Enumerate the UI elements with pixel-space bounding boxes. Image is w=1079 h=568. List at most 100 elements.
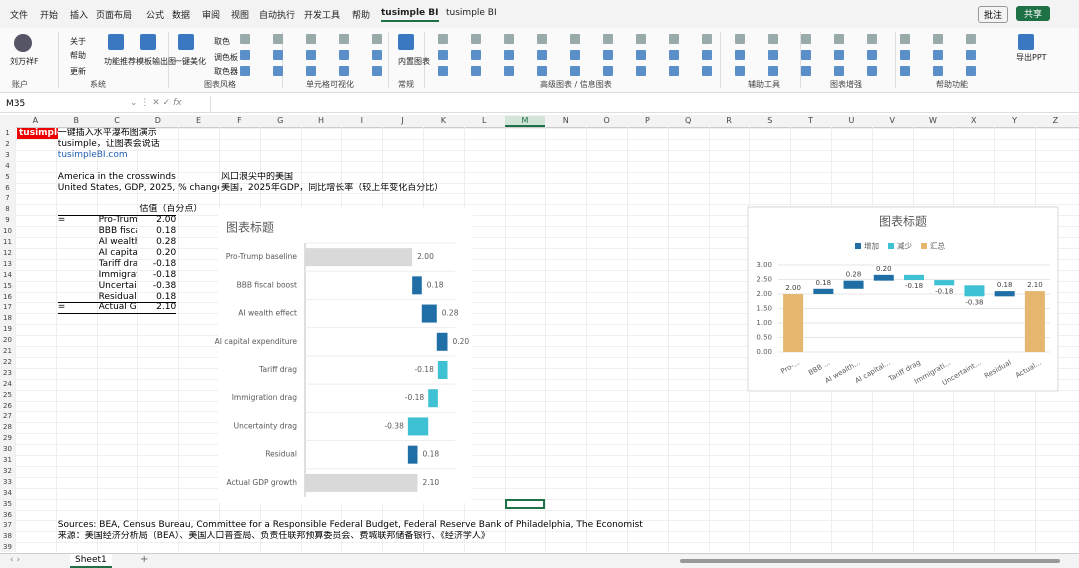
ribbon-icon	[900, 34, 910, 44]
column-gridline	[667, 127, 669, 552]
ribbon-icon	[735, 50, 745, 60]
row-gridline	[15, 487, 1079, 489]
row-header: 27	[3, 412, 12, 421]
row-header: 35	[3, 499, 12, 508]
ribbon-icon	[702, 66, 712, 76]
row-header: 18	[3, 314, 12, 323]
column-header: B	[73, 116, 79, 125]
row-header: 10	[3, 227, 12, 236]
column-header: O	[603, 116, 610, 125]
cell: 估值（百分点）	[139, 204, 203, 215]
ribbon-icon	[636, 50, 646, 60]
menu-tab[interactable]: 开发工具	[304, 11, 341, 21]
name-box[interactable]: M35	[6, 99, 26, 109]
menu-tab[interactable]: 审阅	[202, 11, 221, 21]
ribbon-button[interactable]: 刘万祥F	[10, 57, 39, 66]
row-header: 23	[3, 368, 12, 377]
cell: tusimple	[17, 128, 58, 139]
ribbon-button[interactable]: 一键美化	[174, 57, 206, 66]
data-label: 0.18	[427, 280, 444, 289]
cell: Immigration drag	[98, 269, 138, 280]
ribbon-icon	[636, 34, 646, 44]
row-gridline	[15, 247, 1079, 249]
row-gridline	[15, 335, 1079, 337]
bar	[412, 276, 422, 295]
ribbon-group-label: 账户	[12, 80, 28, 89]
category-label: Uncertainty drag	[234, 421, 298, 430]
bar	[964, 285, 985, 297]
ribbon-icon	[768, 50, 778, 60]
ribbon-button[interactable]: 取色	[214, 37, 230, 46]
cell: Sources: BEA, Census Bureau, Committee f…	[57, 520, 643, 531]
ribbon-icon	[801, 50, 811, 60]
ribbon-button[interactable]: 更新	[70, 67, 86, 76]
sheet-tab[interactable]: Sheet1	[70, 554, 112, 568]
row-gridline	[15, 367, 1079, 369]
share-button[interactable]: 共享	[1016, 6, 1051, 21]
row-gridline	[15, 378, 1079, 380]
ribbon-button[interactable]: 调色板	[214, 53, 238, 62]
menu-tab[interactable]: tusimple BI	[446, 8, 497, 18]
ribbon-icon	[801, 66, 811, 76]
menu-tab[interactable]: 数据	[172, 11, 191, 21]
column-header: N	[562, 116, 569, 125]
menu-tab[interactable]: 帮助	[352, 11, 371, 21]
row-header: 30	[3, 445, 12, 454]
chart-title: 图表标题	[879, 215, 927, 229]
ribbon-button[interactable]: 帮助	[70, 51, 86, 60]
menu-tab[interactable]: tusimple BI	[381, 8, 439, 22]
ribbon-icon	[438, 66, 448, 76]
ribbon-button[interactable]: 关于	[70, 37, 86, 46]
row-gridline	[15, 128, 1079, 129]
row-gridline	[15, 476, 1079, 478]
ribbon-icon	[570, 66, 580, 76]
menu-tab[interactable]: 视图	[231, 11, 250, 21]
category-label: Tariff drag	[258, 365, 297, 374]
ribbon-button[interactable]: 取色器	[214, 67, 238, 76]
ribbon-icon	[438, 50, 448, 60]
menu-tab[interactable]: 自动执行	[259, 11, 296, 21]
selected-cell	[504, 498, 546, 510]
bar	[934, 280, 955, 286]
cell: Tariff drag	[98, 258, 138, 269]
row-gridline	[15, 455, 1079, 456]
legend-label: 减少	[897, 241, 912, 251]
group-separator	[895, 32, 896, 88]
comment-button[interactable]: 批注	[978, 6, 1009, 23]
row-gridline	[15, 433, 1079, 435]
row-gridline	[15, 182, 1079, 184]
row-gridline	[15, 324, 1079, 326]
ribbon-group-label: 图表风格	[204, 80, 236, 89]
row-header: 20	[3, 336, 12, 345]
menu-tab[interactable]: 公式	[146, 11, 165, 21]
bar	[1024, 291, 1045, 352]
column-gridline	[504, 127, 506, 552]
data-label: -0.18	[935, 287, 953, 295]
ribbon-button[interactable]: 功能推荐	[104, 57, 136, 66]
cell: 0.18	[156, 226, 177, 237]
group-separator	[800, 32, 801, 88]
ribbon-button[interactable]: 内置图表	[398, 57, 430, 66]
category-label: Actual GDP growth	[227, 478, 298, 487]
ribbon-icon	[735, 66, 745, 76]
menu-tab[interactable]: 页面布局	[96, 11, 133, 21]
row-header: 5	[5, 172, 10, 181]
y-tick-label: 2.00	[756, 290, 772, 298]
column-gridline	[627, 127, 628, 552]
ribbon-button[interactable]: 模板输出图	[136, 57, 176, 66]
bar	[437, 361, 448, 379]
ribbon-icon	[240, 66, 250, 76]
add-sheet[interactable]: +	[140, 554, 149, 565]
cell: 2.10	[156, 302, 177, 313]
column-header: M	[504, 116, 546, 127]
row-header: 33	[3, 477, 12, 486]
row-gridline	[15, 193, 1079, 195]
row-header: 15	[3, 281, 12, 290]
menu-tab[interactable]: 开始	[40, 11, 59, 21]
row-gridline	[15, 291, 1079, 293]
menu-tab[interactable]: 文件	[10, 11, 29, 21]
row-header: 12	[3, 248, 12, 257]
menu-tab[interactable]: 插入	[70, 11, 89, 21]
ribbon-button[interactable]: 导出PPT	[1016, 53, 1047, 62]
ribbon-icon	[306, 34, 316, 44]
